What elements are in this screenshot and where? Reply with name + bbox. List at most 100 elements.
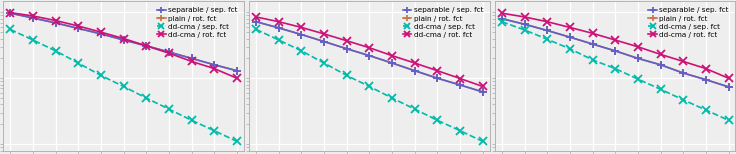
dd-cma / sep. fct [342,75,351,76]
dd-cma / sep. fct [724,119,733,121]
dd-cma / rot. fct [74,25,82,27]
separable / sep. fct [210,64,219,66]
separable / sep. fct [611,50,620,52]
Line: dd-cma / rot. fct: dd-cma / rot. fct [498,9,732,82]
plain / rot. fct [433,77,442,79]
dd-cma / sep. fct [275,39,283,41]
plain / rot. fct [342,48,351,50]
dd-cma / rot. fct [433,70,442,72]
Line: separable / sep. fct: separable / sep. fct [498,15,732,91]
separable / sep. fct [388,62,397,64]
Line: dd-cma / sep. fct: dd-cma / sep. fct [252,26,486,145]
separable / sep. fct [478,91,487,93]
dd-cma / sep. fct [478,140,487,142]
separable / sep. fct [29,17,38,19]
dd-cma / rot. fct [478,85,487,87]
plain / rot. fct [252,21,261,23]
separable / sep. fct [233,70,241,72]
separable / sep. fct [498,18,506,20]
separable / sep. fct [342,48,351,50]
plain / rot. fct [29,17,38,19]
dd-cma / rot. fct [611,39,620,41]
separable / sep. fct [656,64,665,66]
dd-cma / rot. fct [96,31,105,33]
plain / rot. fct [565,36,574,38]
dd-cma / rot. fct [275,21,283,23]
dd-cma / rot. fct [165,52,174,54]
separable / sep. fct [456,84,464,86]
plain / rot. fct [542,30,551,31]
Legend: separable / sep. fct, plain / rot. fct, dd-cma / sep. fct, dd-cma / rot. fct: separable / sep. fct, plain / rot. fct, … [154,4,240,41]
separable / sep. fct [724,86,733,88]
dd-cma / sep. fct [233,140,241,142]
plain / rot. fct [275,27,283,29]
dd-cma / rot. fct [319,33,328,35]
dd-cma / rot. fct [498,12,506,14]
Line: plain / rot. fct: plain / rot. fct [7,9,241,75]
plain / rot. fct [6,12,15,14]
plain / rot. fct [233,70,241,72]
dd-cma / rot. fct [656,53,665,55]
plain / rot. fct [297,34,306,35]
plain / rot. fct [611,50,620,52]
Legend: separable / sep. fct, plain / rot. fct, dd-cma / sep. fct, dd-cma / rot. fct: separable / sep. fct, plain / rot. fct, … [400,4,486,41]
separable / sep. fct [74,27,82,29]
dd-cma / rot. fct [565,26,574,28]
dd-cma / sep. fct [119,85,128,87]
plain / rot. fct [679,72,687,74]
dd-cma / sep. fct [498,21,506,23]
Line: separable / sep. fct: separable / sep. fct [252,18,486,96]
Line: dd-cma / sep. fct: dd-cma / sep. fct [498,18,732,124]
plain / rot. fct [187,57,196,59]
dd-cma / sep. fct [520,29,529,31]
dd-cma / sep. fct [252,28,261,30]
separable / sep. fct [297,34,306,35]
dd-cma / sep. fct [611,68,620,69]
dd-cma / rot. fct [52,20,60,21]
dd-cma / sep. fct [29,39,38,41]
dd-cma / sep. fct [701,109,710,111]
plain / rot. fct [142,45,151,47]
plain / rot. fct [456,84,464,86]
dd-cma / rot. fct [679,61,687,62]
separable / sep. fct [52,22,60,24]
dd-cma / sep. fct [297,50,306,52]
dd-cma / sep. fct [319,62,328,64]
Line: separable / sep. fct: separable / sep. fct [7,9,241,75]
separable / sep. fct [275,27,283,29]
Line: plain / rot. fct: plain / rot. fct [252,18,486,96]
plain / rot. fct [96,33,105,35]
dd-cma / sep. fct [142,97,151,99]
plain / rot. fct [478,91,487,93]
plain / rot. fct [319,41,328,43]
dd-cma / sep. fct [388,97,397,99]
plain / rot. fct [724,86,733,88]
dd-cma / rot. fct [6,12,15,14]
dd-cma / sep. fct [187,119,196,121]
plain / rot. fct [165,51,174,53]
plain / rot. fct [74,27,82,29]
dd-cma / rot. fct [252,16,261,18]
dd-cma / sep. fct [210,130,219,132]
dd-cma / rot. fct [233,77,241,79]
dd-cma / sep. fct [74,62,82,64]
plain / rot. fct [52,22,60,24]
plain / rot. fct [701,79,710,81]
Legend: separable / sep. fct, plain / rot. fct, dd-cma / sep. fct, dd-cma / rot. fct: separable / sep. fct, plain / rot. fct, … [645,4,732,41]
plain / rot. fct [634,57,643,59]
plain / rot. fct [119,39,128,41]
dd-cma / sep. fct [679,99,687,101]
dd-cma / sep. fct [588,59,597,61]
dd-cma / rot. fct [634,46,643,48]
plain / rot. fct [498,18,506,20]
dd-cma / sep. fct [96,75,105,76]
Line: dd-cma / rot. fct: dd-cma / rot. fct [7,9,241,82]
Line: plain / rot. fct: plain / rot. fct [498,15,732,91]
dd-cma / sep. fct [634,78,643,80]
separable / sep. fct [119,39,128,41]
separable / sep. fct [634,57,643,59]
dd-cma / rot. fct [388,55,397,57]
dd-cma / rot. fct [29,15,38,17]
separable / sep. fct [679,72,687,74]
plain / rot. fct [210,64,219,66]
